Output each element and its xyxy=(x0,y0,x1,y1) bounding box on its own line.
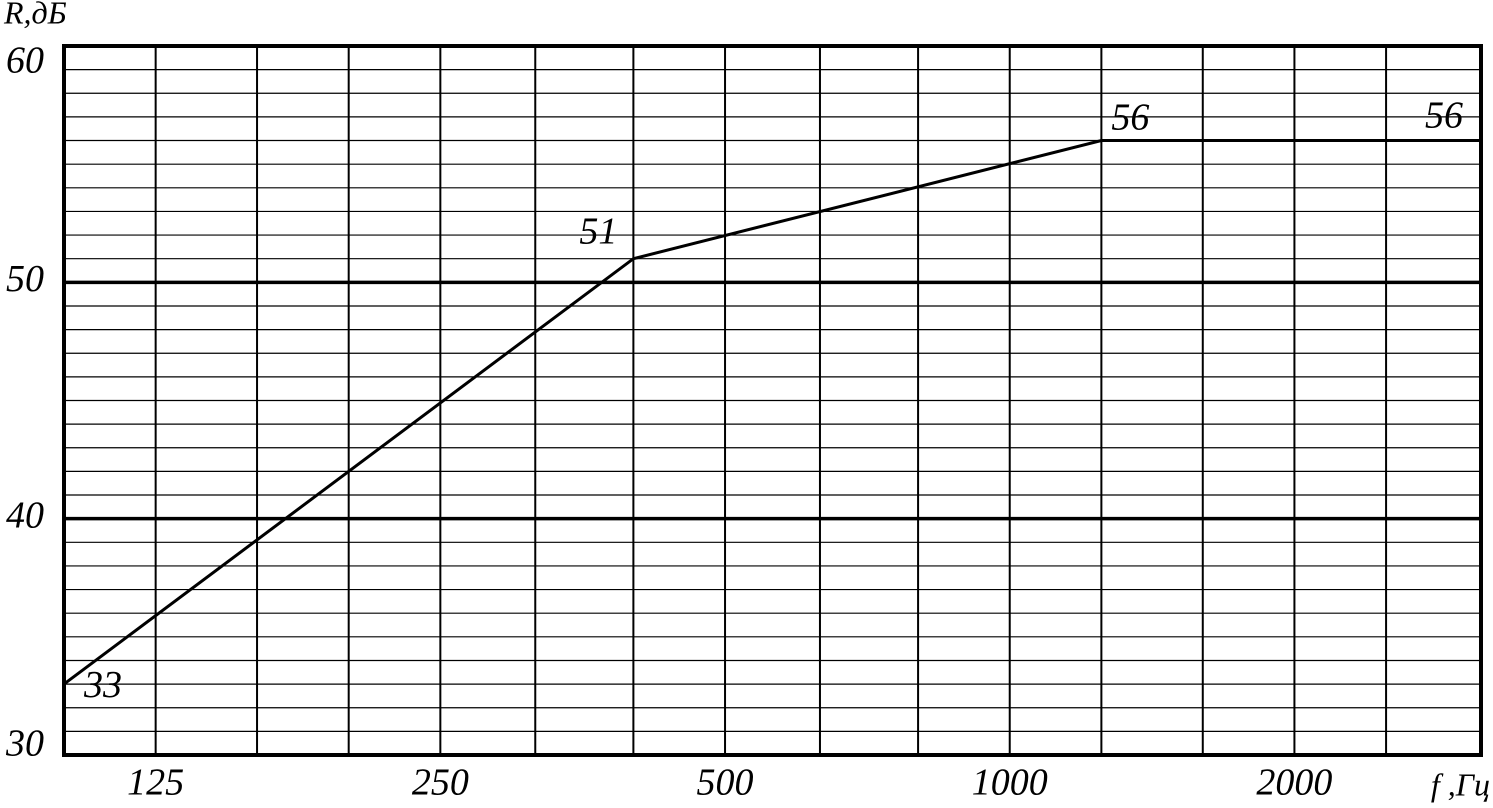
x-axis-title: f ,Гц xyxy=(1431,766,1490,802)
y-tick-label: 50 xyxy=(6,258,44,300)
x-tick-label: 1000 xyxy=(972,762,1048,804)
plot-frame xyxy=(62,44,1483,757)
y-axis-title: R,дБ xyxy=(3,0,67,30)
data-label: 56 xyxy=(1111,96,1149,138)
data-label: 51 xyxy=(579,210,617,252)
data-line xyxy=(63,139,1481,686)
x-tick-label: 250 xyxy=(412,762,469,804)
data-label: 56 xyxy=(1425,94,1463,136)
x-tick-label: 2000 xyxy=(1256,762,1332,804)
y-tick-label: 30 xyxy=(5,723,44,765)
y-tick-label: 60 xyxy=(6,40,44,82)
x-tick-label: 500 xyxy=(697,762,754,804)
data-label: 33 xyxy=(83,664,122,706)
y-tick-label: 40 xyxy=(6,494,44,536)
x-tick-label: 125 xyxy=(127,762,184,804)
